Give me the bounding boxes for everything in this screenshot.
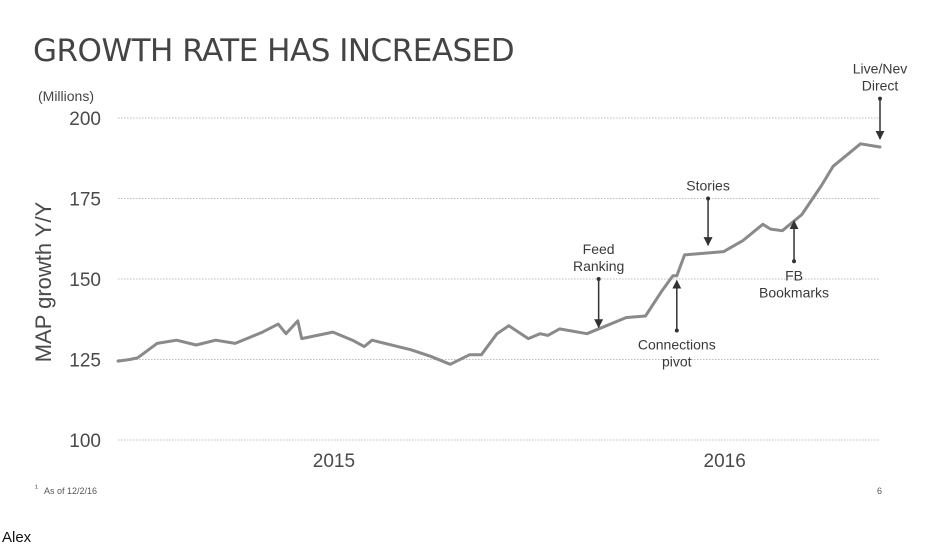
y-axis-label: MAP growth Y/Y	[31, 201, 56, 362]
annotation-label: FB	[785, 267, 803, 283]
annotation-label: Ranking	[573, 258, 624, 274]
x-tick-label: 2016	[704, 451, 746, 472]
footnote-marker: ¹	[35, 483, 38, 493]
annotation-label: pivot	[662, 354, 692, 370]
annotation-label: Feed	[583, 241, 615, 257]
annotation-label: Bookmarks	[759, 284, 829, 300]
unit-label: (Millions)	[38, 88, 94, 104]
chart-title: GROWTH RATE HAS INCREASED	[33, 33, 514, 69]
y-tick-label: 175	[69, 190, 101, 211]
annotation-dot	[792, 259, 797, 264]
annotation-label: Stories	[686, 178, 730, 194]
y-tick-label: 200	[69, 109, 101, 130]
annotation-dot	[674, 328, 679, 333]
page-number: 6	[877, 486, 882, 496]
x-tick-label: 2015	[313, 451, 355, 472]
y-tick-label: 100	[69, 431, 101, 452]
y-tick-label: 150	[69, 270, 101, 291]
series-line-0	[116, 142, 882, 366]
annotation-dot	[706, 196, 711, 201]
x-tick-labels: 2015 2016	[313, 451, 746, 472]
annotation-label: Connections	[638, 337, 716, 353]
annotation-label: Live/Nev	[853, 61, 907, 77]
gridlines	[118, 117, 880, 441]
annotation-dot	[596, 277, 601, 281]
annotation-label: Direct	[862, 78, 899, 94]
y-tick-labels: 200 175 150 125 100	[69, 109, 101, 452]
y-tick-label: 125	[69, 351, 101, 372]
author-name: Alex	[2, 529, 32, 546]
annotation-dot	[878, 96, 882, 101]
series-lines	[116, 142, 882, 366]
footnote: As of 12/2/16	[44, 486, 97, 496]
